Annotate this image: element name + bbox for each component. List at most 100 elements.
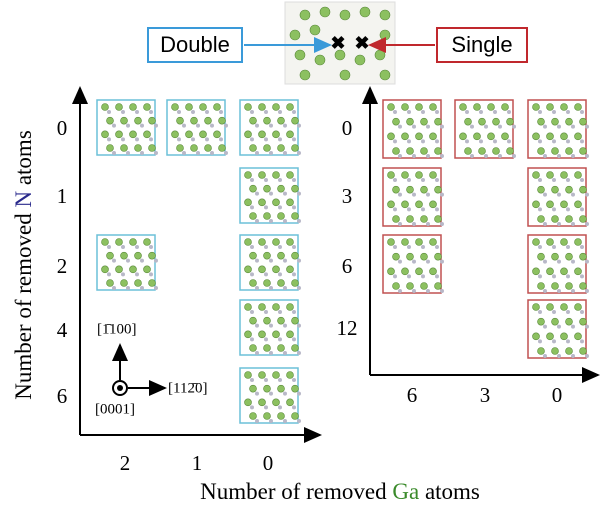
atom [426, 125, 430, 129]
y-tick-label: 2 [57, 254, 68, 278]
atom [278, 110, 282, 114]
atom [421, 148, 428, 155]
label-part: Ga [392, 479, 419, 504]
atom [255, 392, 259, 396]
atom [255, 286, 259, 290]
atom [245, 131, 252, 138]
atom [191, 145, 198, 152]
y-tick-label: 0 [342, 116, 353, 140]
atom [224, 124, 228, 128]
atom [130, 131, 137, 138]
atom [259, 131, 266, 138]
atom [177, 117, 184, 124]
atom [435, 274, 439, 278]
atom [259, 304, 266, 311]
atom [107, 117, 114, 124]
atom [552, 216, 559, 223]
atom [557, 154, 561, 158]
atom [154, 151, 158, 155]
atom [421, 207, 425, 211]
atom [393, 245, 397, 249]
atom [245, 199, 252, 206]
atom [297, 419, 301, 423]
atom [320, 7, 330, 17]
atom [250, 252, 257, 259]
atom [250, 145, 257, 152]
atom [264, 178, 268, 182]
atom [479, 148, 486, 155]
atom [112, 124, 116, 128]
atom [557, 354, 561, 358]
atom [575, 239, 582, 246]
atom [283, 151, 287, 155]
atom [273, 304, 280, 311]
atom [149, 280, 156, 287]
inset: ✖ ✖ Double Single [148, 2, 527, 84]
atom [426, 260, 430, 264]
atom [426, 154, 430, 158]
atom [154, 286, 158, 290]
atom [287, 172, 294, 179]
atom [398, 193, 402, 197]
atom [561, 201, 568, 208]
atom [393, 178, 397, 182]
atom [580, 348, 587, 355]
y-tick-label: 1 [57, 184, 68, 208]
atom [264, 378, 268, 382]
atom [566, 178, 570, 182]
atom [493, 110, 497, 114]
atom [575, 304, 582, 311]
atom [278, 252, 285, 259]
atom [278, 378, 282, 382]
atom [273, 331, 280, 338]
atom [200, 104, 207, 111]
atom [440, 125, 444, 129]
atom [393, 216, 400, 223]
atom [140, 259, 144, 263]
atom [393, 253, 400, 260]
atom [465, 139, 469, 143]
atom [135, 110, 139, 114]
atom [533, 133, 540, 140]
atom [435, 118, 442, 125]
atom [407, 118, 414, 125]
atom [538, 148, 545, 155]
atom [552, 118, 559, 125]
atom [440, 289, 444, 293]
atom [259, 331, 266, 338]
atom [112, 151, 116, 155]
atom [571, 289, 575, 293]
atom [112, 286, 116, 290]
atom [543, 125, 547, 129]
atom [245, 172, 252, 179]
atom [273, 399, 280, 406]
atom [566, 318, 573, 325]
atom [426, 193, 430, 197]
figure: ✖ ✖ Double Single Number of removed N at… [0, 0, 601, 508]
atom [102, 131, 109, 138]
atom [292, 317, 299, 324]
atom [561, 104, 568, 111]
atom [121, 272, 125, 276]
y-tick-label: 3 [342, 184, 353, 208]
atom [116, 239, 123, 246]
atom [269, 419, 273, 423]
atom [140, 151, 144, 155]
atom [278, 317, 285, 324]
atom [297, 286, 301, 290]
atom [421, 245, 425, 249]
atom [102, 266, 109, 273]
atom [566, 339, 570, 343]
atom [107, 280, 114, 287]
atom [585, 125, 589, 129]
atom [278, 145, 285, 152]
atom [561, 133, 568, 140]
atom [264, 145, 271, 152]
atom [287, 304, 294, 311]
atom [580, 274, 584, 278]
atom [292, 345, 299, 352]
atom [507, 139, 511, 143]
atom [552, 274, 556, 278]
atom [278, 385, 285, 392]
atom [245, 239, 252, 246]
